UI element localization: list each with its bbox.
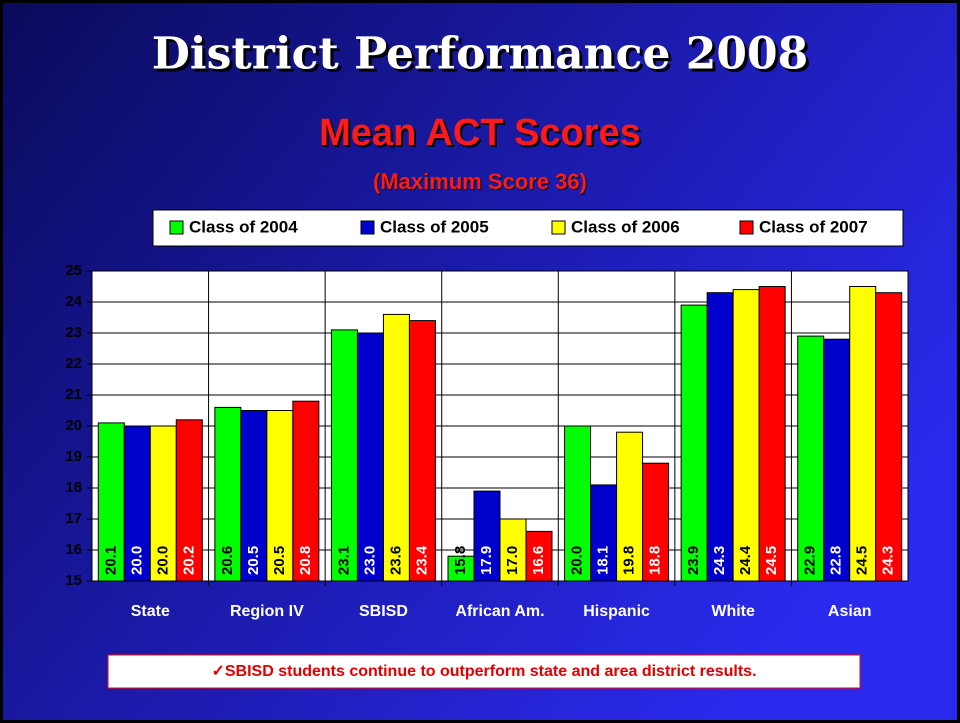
x-tick-label: Region IV: [230, 603, 304, 620]
legend-swatch: [360, 220, 375, 235]
x-tick-label: White: [711, 603, 755, 620]
legend-swatch: [739, 220, 754, 235]
bar: [356, 332, 384, 582]
data-label: 20.1: [102, 546, 119, 575]
bar: [292, 400, 320, 582]
data-label: 20.5: [271, 546, 288, 575]
legend: [152, 209, 904, 247]
data-label: 24.5: [763, 546, 780, 575]
legend-label: Class of 2007: [759, 217, 868, 236]
data-label: 23.6: [387, 546, 404, 575]
data-label: 20.6: [219, 546, 236, 575]
y-tick-label: 21: [65, 386, 82, 403]
bar: [408, 320, 436, 582]
bar: [823, 338, 851, 582]
data-label: 17.0: [504, 546, 521, 575]
data-label: 17.9: [478, 546, 495, 575]
bar: [447, 555, 475, 582]
bar: [616, 431, 644, 582]
bar: [797, 335, 825, 582]
x-tick-label: State: [131, 603, 170, 620]
y-tick-label: 17: [65, 510, 82, 527]
data-label: 22.9: [802, 546, 819, 575]
data-label: 20.5: [245, 546, 262, 575]
legend-label: Class of 2006: [571, 217, 680, 236]
x-tick-label: Asian: [828, 603, 872, 620]
data-label: 24.3: [880, 546, 897, 575]
bar: [758, 286, 786, 582]
data-label: 23.4: [413, 545, 430, 575]
subtitle2: (Maximum Score 36): [373, 169, 587, 194]
legend-swatch: [551, 220, 566, 235]
bar: [564, 425, 592, 582]
legend-swatch: [169, 220, 184, 235]
title-shadow: District Performance 2008: [155, 32, 811, 83]
bar: [849, 286, 877, 582]
bar: [473, 490, 501, 582]
subtitle: Mean ACT Scores: [319, 112, 641, 154]
y-tick-label: 22: [65, 355, 82, 372]
bar: [590, 484, 618, 582]
bar: [175, 419, 203, 582]
y-tick-label: 16: [65, 541, 82, 558]
bar: [123, 425, 151, 582]
y-tick-label: 19: [65, 448, 82, 465]
bar: [240, 410, 268, 582]
data-label: 19.8: [621, 546, 638, 575]
bar: [149, 425, 177, 582]
data-label: 22.8: [828, 546, 845, 575]
data-label: 23.0: [361, 546, 378, 575]
bar: [266, 410, 294, 582]
data-label: 18.1: [595, 546, 612, 575]
bar: [525, 530, 553, 582]
subtitle-shadow: Mean ACT Scores: [321, 114, 643, 156]
x-tick-label: Hispanic: [583, 603, 650, 620]
legend-label: Class of 2004: [189, 217, 298, 236]
bar: [382, 313, 410, 582]
annotation: ✓SBISD students continue to outperform s…: [211, 663, 756, 680]
bar: [732, 289, 760, 582]
data-label: 20.0: [128, 546, 145, 575]
data-label: 24.5: [854, 546, 871, 575]
annotation-box: [107, 654, 861, 689]
data-label: 20.8: [297, 546, 314, 575]
y-tick-label: 20: [65, 417, 82, 434]
y-tick-label: 23: [65, 324, 82, 341]
y-tick-label: 18: [65, 479, 82, 496]
data-label: 18.8: [647, 546, 664, 575]
legend-label: Class of 2005: [380, 217, 489, 236]
data-label: 24.4: [737, 545, 754, 575]
subtitle2-shadow: (Maximum Score 36): [374, 170, 588, 195]
data-label: 23.1: [335, 546, 352, 575]
bar: [499, 518, 527, 582]
bar: [875, 292, 903, 582]
x-tick-label: African Am.: [455, 603, 544, 620]
data-label: 20.2: [180, 546, 197, 575]
chart-title: District Performance 2008: [152, 29, 808, 80]
bar: [706, 292, 734, 582]
data-label: 20.0: [569, 546, 586, 575]
bar: [214, 406, 242, 582]
bar: [642, 462, 670, 582]
bar: [680, 304, 708, 582]
bar: [97, 422, 125, 582]
data-label: 16.6: [530, 546, 547, 575]
data-label: 20.0: [154, 546, 171, 575]
x-tick-label: SBISD: [359, 603, 408, 620]
y-tick-label: 24: [65, 293, 82, 310]
data-label: 23.9: [685, 546, 702, 575]
y-tick-label: 25: [65, 262, 82, 279]
bar: [330, 329, 358, 582]
data-label: 24.3: [711, 546, 728, 575]
data-label: 15.8: [452, 546, 469, 575]
y-tick-label: 15: [65, 572, 82, 589]
